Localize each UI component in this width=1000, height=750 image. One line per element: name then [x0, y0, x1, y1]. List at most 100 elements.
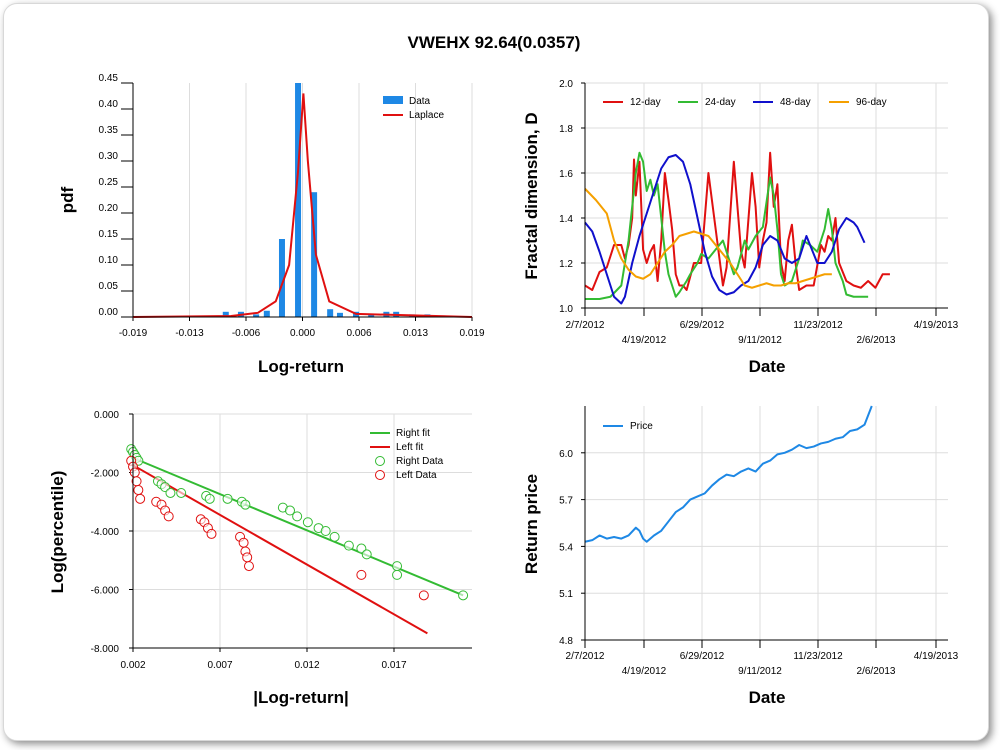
right-data-point — [204, 493, 215, 504]
bar — [295, 83, 302, 317]
tail-panel: 0.002 0.007 0.012 0.017 0.000 -2.000 -4.000 -6.… — [48, 410, 472, 707]
right-data-point — [458, 590, 469, 601]
legend-label-96-day: 96-day — [856, 97, 887, 108]
main-title: VWEHX 92.64(0.0357) — [408, 33, 581, 52]
y-tick-label: 5.1 — [559, 589, 573, 600]
series-line-96-day — [584, 188, 832, 289]
x-tick-label: 0.013 — [403, 328, 428, 339]
right-data-point — [329, 531, 340, 542]
right-data-point — [392, 561, 403, 572]
y-tick-label: 0.45 — [99, 73, 119, 84]
x-tick-label: 4/19/2013 — [914, 651, 959, 662]
y-tick-label: -4.000 — [91, 527, 120, 538]
x-axis-label: Log-return — [258, 357, 344, 376]
right-data-point — [222, 493, 233, 504]
y-tick-label: 1.8 — [559, 124, 573, 135]
left-data-point — [243, 561, 254, 572]
x-tick-label: -0.013 — [175, 328, 204, 339]
bar — [222, 311, 229, 317]
legend-label-price: Price — [630, 421, 653, 432]
legend-label-right-fit: Right fit — [396, 428, 430, 439]
y-tick-label: 1.4 — [559, 214, 573, 225]
y-tick-label: 0.35 — [99, 125, 119, 136]
x-tick-label: 2/7/2012 — [566, 320, 605, 331]
y-axis-label: Log(percentile) — [48, 471, 67, 594]
bar — [263, 310, 270, 317]
bar — [368, 314, 375, 317]
price-line — [584, 405, 873, 543]
bar — [253, 314, 260, 317]
laplace-line — [132, 93, 473, 318]
x-tick-label: 9/11/2012 — [738, 666, 782, 677]
left-data-point — [129, 467, 140, 478]
right-data-point — [343, 540, 354, 551]
y-tick-label: 4.8 — [559, 636, 573, 647]
x-axis-label: |Log-return| — [253, 688, 348, 707]
y-tick-label: 0.20 — [99, 203, 119, 214]
pdf-panel: -0.019 -0.013 -0.006 0.000 0.006 0.013 0.019 0.… — [58, 73, 485, 376]
x-tick-label: 4/19/2012 — [622, 666, 667, 677]
right-data-point — [361, 549, 372, 560]
legend-label-24-day: 24-day — [705, 97, 736, 108]
legend-label-data: Data — [409, 96, 431, 107]
fractal-panel: 2/7/2012 6/29/2012 11/23/2012 4/19/2013 4/19… — [522, 79, 959, 376]
legend-swatch-right-data — [375, 456, 385, 466]
right-data-point — [285, 505, 296, 516]
right-data-point — [165, 487, 176, 498]
x-tick-label: 4/19/2012 — [622, 335, 667, 346]
legend-swatch-data — [383, 96, 403, 104]
y-tick-label: 2.0 — [559, 79, 573, 90]
x-tick-label: 11/23/2012 — [793, 320, 843, 331]
y-tick-label: -8.000 — [91, 644, 120, 655]
right-data-point — [320, 526, 331, 536]
y-tick-label: 1.6 — [559, 169, 573, 180]
left-data-point — [356, 569, 367, 580]
x-tick-label: -0.019 — [119, 328, 148, 339]
series-line-48-day — [584, 154, 866, 305]
legend-swatch-left-data — [375, 470, 385, 480]
y-tick-label: -2.000 — [91, 469, 120, 480]
y-tick-label: 0.25 — [99, 177, 119, 188]
x-tick-label: 0.002 — [120, 660, 145, 671]
bar — [327, 309, 334, 317]
bar — [336, 312, 343, 317]
left-data-point — [135, 493, 146, 504]
left-data-point — [418, 590, 429, 601]
series-line-12-day — [584, 151, 890, 291]
left-data-point — [242, 552, 253, 563]
y-axis-label: Return price — [522, 474, 541, 574]
y-axis-label: Fractal dimension, D — [522, 112, 541, 279]
x-tick-label: 2/6/2013 — [857, 666, 896, 677]
x-tick-label: 0.019 — [459, 328, 484, 339]
x-tick-label: 0.017 — [381, 660, 406, 671]
y-tick-label: 5.7 — [559, 496, 573, 507]
x-tick-label: 4/19/2013 — [914, 320, 959, 331]
x-tick-label: 2/7/2012 — [566, 651, 605, 662]
legend-label-48-day: 48-day — [780, 97, 811, 108]
legend-label-left-fit: Left fit — [396, 442, 423, 453]
y-tick-label: 0.40 — [99, 99, 119, 110]
left-data-point — [206, 528, 217, 539]
legend-label-left-data: Left Data — [396, 470, 437, 481]
x-tick-label: 2/6/2013 — [857, 335, 896, 346]
x-tick-label: 11/23/2012 — [793, 651, 843, 662]
x-tick-label: 6/29/2012 — [680, 320, 725, 331]
right-data-point — [302, 517, 313, 528]
x-tick-label: 9/11/2012 — [738, 335, 782, 346]
legend-label-12-day: 12-day — [630, 97, 661, 108]
y-tick-label: 5.4 — [559, 542, 573, 553]
y-tick-label: 0.10 — [99, 255, 119, 266]
y-tick-label: 1.2 — [559, 259, 573, 270]
y-tick-label: 0.05 — [99, 281, 119, 292]
x-tick-label: 0.012 — [294, 660, 319, 671]
y-tick-label: 0.15 — [99, 229, 119, 240]
x-tick-label: 6/29/2012 — [680, 651, 725, 662]
price-panel: 2/7/2012 6/29/2012 11/23/2012 4/19/2013 4/19… — [522, 405, 959, 707]
y-tick-label: -6.000 — [91, 586, 120, 597]
chart-frame — [3, 3, 989, 741]
left-data-point — [238, 537, 249, 548]
y-tick-label: 6.0 — [559, 449, 573, 460]
y-axis-label: pdf — [58, 186, 77, 213]
y-tick-label: 0.000 — [94, 410, 119, 421]
